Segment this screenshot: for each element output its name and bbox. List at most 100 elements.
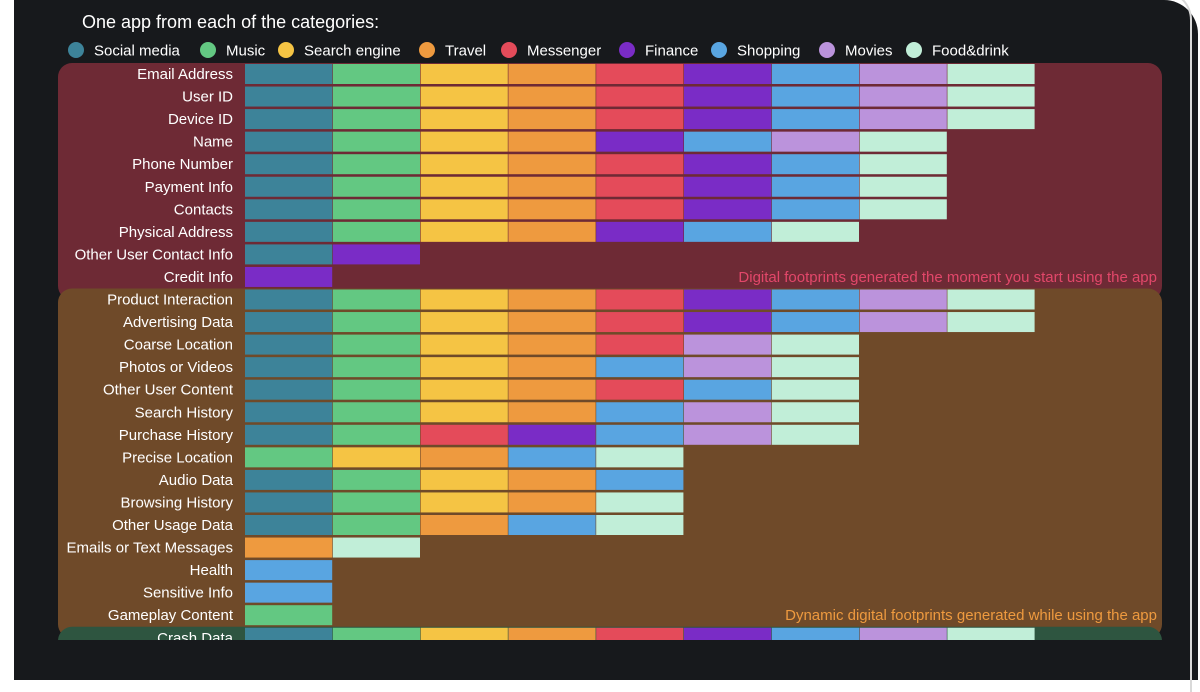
cell bbox=[771, 109, 859, 130]
legend-label: Movies bbox=[845, 43, 893, 60]
cell bbox=[420, 86, 508, 107]
cell bbox=[859, 154, 947, 175]
cell bbox=[596, 515, 684, 535]
cell bbox=[420, 221, 508, 242]
cell bbox=[859, 64, 947, 84]
legend-swatch bbox=[200, 42, 216, 58]
cell bbox=[947, 312, 1035, 333]
cell bbox=[684, 64, 772, 84]
row-label: Email Address bbox=[137, 66, 233, 83]
cell bbox=[245, 199, 333, 220]
cell bbox=[684, 221, 772, 242]
cell bbox=[684, 109, 772, 130]
row-label: Health bbox=[190, 562, 233, 579]
cell bbox=[332, 357, 420, 378]
cells bbox=[245, 64, 1035, 640]
cell bbox=[245, 560, 333, 581]
cell bbox=[771, 86, 859, 107]
cell bbox=[771, 357, 859, 378]
cell bbox=[596, 86, 684, 107]
cell bbox=[771, 334, 859, 355]
cell bbox=[332, 64, 420, 84]
row-label: Purchase History bbox=[119, 427, 234, 444]
cell bbox=[332, 199, 420, 220]
cell bbox=[508, 334, 596, 355]
cell bbox=[332, 86, 420, 107]
cell bbox=[684, 199, 772, 220]
legend-swatch bbox=[419, 42, 435, 58]
row-label: Advertising Data bbox=[123, 314, 234, 331]
legend-label: Music bbox=[226, 43, 266, 60]
cell bbox=[245, 131, 333, 152]
legend-label: Travel bbox=[445, 43, 486, 60]
row-label: Product Interaction bbox=[107, 292, 233, 309]
cell bbox=[596, 64, 684, 84]
cell bbox=[684, 131, 772, 152]
cell bbox=[771, 64, 859, 84]
cell bbox=[245, 312, 333, 333]
cell bbox=[245, 221, 333, 242]
row-label: Gameplay Content bbox=[108, 607, 234, 624]
row-label: Audio Data bbox=[159, 472, 234, 489]
cell bbox=[596, 154, 684, 175]
heatmap-chart: One app from each of the categories: Soc… bbox=[58, 12, 1162, 640]
legend-swatch bbox=[619, 42, 635, 58]
row-label: Contacts bbox=[174, 201, 233, 218]
cell bbox=[245, 605, 333, 626]
cell bbox=[508, 469, 596, 490]
cell bbox=[508, 289, 596, 310]
cell bbox=[245, 334, 333, 355]
cell bbox=[508, 312, 596, 333]
cell bbox=[245, 492, 333, 513]
cell bbox=[596, 447, 684, 468]
cell bbox=[332, 627, 420, 640]
cell bbox=[859, 86, 947, 107]
cell bbox=[859, 627, 947, 640]
cell bbox=[245, 582, 333, 603]
row-label: Credit Info bbox=[164, 269, 233, 286]
cell bbox=[245, 515, 333, 535]
cell bbox=[596, 357, 684, 378]
cell bbox=[859, 199, 947, 220]
cell bbox=[420, 131, 508, 152]
cell bbox=[245, 424, 333, 445]
cell bbox=[684, 334, 772, 355]
cell bbox=[684, 379, 772, 400]
cell bbox=[245, 176, 333, 197]
cell bbox=[596, 199, 684, 220]
cell bbox=[771, 199, 859, 220]
cell bbox=[859, 131, 947, 152]
cell bbox=[859, 289, 947, 310]
row-label: Other User Content bbox=[103, 382, 234, 399]
cell bbox=[332, 289, 420, 310]
cell bbox=[245, 379, 333, 400]
cell bbox=[859, 109, 947, 130]
cell bbox=[245, 109, 333, 130]
cell bbox=[420, 447, 508, 468]
legend-swatch bbox=[819, 42, 835, 58]
cell bbox=[684, 357, 772, 378]
cell bbox=[771, 221, 859, 242]
cell bbox=[596, 131, 684, 152]
cell bbox=[596, 469, 684, 490]
cell bbox=[332, 379, 420, 400]
cell bbox=[332, 424, 420, 445]
cell bbox=[771, 312, 859, 333]
cell bbox=[420, 424, 508, 445]
cell bbox=[420, 154, 508, 175]
cell bbox=[245, 86, 333, 107]
legend-swatch bbox=[501, 42, 517, 58]
legend-label: Finance bbox=[645, 43, 698, 60]
legend-swatch bbox=[278, 42, 294, 58]
cell bbox=[508, 424, 596, 445]
cell bbox=[947, 627, 1035, 640]
section-notes: Digital footprints generated the moment … bbox=[738, 269, 1157, 624]
row-label: Sensitive Info bbox=[143, 585, 233, 602]
row-label: Crash Data bbox=[157, 630, 234, 640]
cell bbox=[245, 289, 333, 310]
legend-label: Messenger bbox=[527, 43, 601, 60]
cell bbox=[420, 64, 508, 84]
cell bbox=[332, 469, 420, 490]
cell bbox=[420, 515, 508, 535]
cell bbox=[684, 86, 772, 107]
